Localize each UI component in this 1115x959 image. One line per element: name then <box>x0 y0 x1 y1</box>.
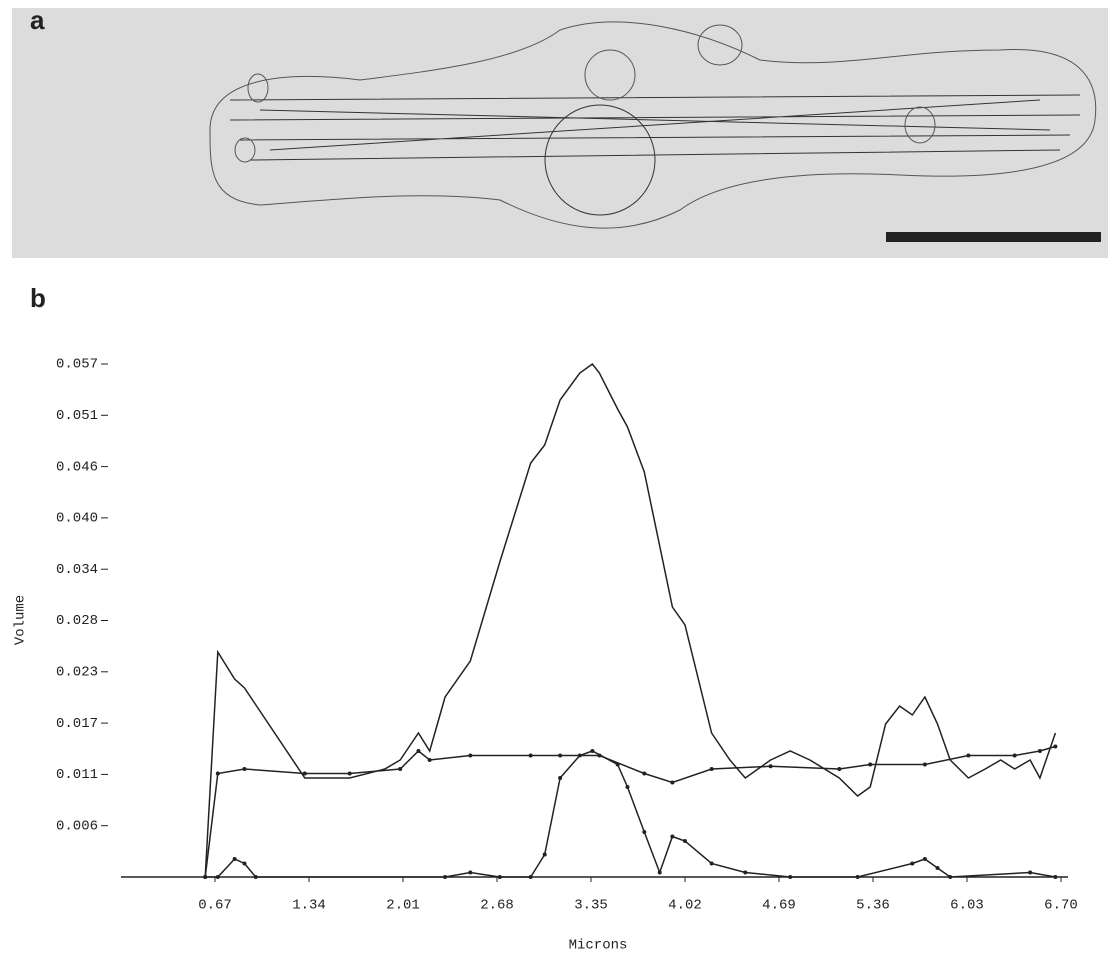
data-point <box>215 771 220 776</box>
data-point <box>709 861 714 866</box>
y-tick-label: 0.057 <box>56 357 98 373</box>
data-point <box>558 753 563 758</box>
data-point <box>910 861 915 866</box>
x-tick-label: 5.36 <box>856 898 890 914</box>
x-tick-label: 6.70 <box>1044 898 1078 914</box>
data-point <box>966 753 971 758</box>
data-point <box>1053 744 1058 749</box>
data-point <box>868 762 873 767</box>
data-point <box>443 875 448 879</box>
data-point <box>577 753 582 758</box>
x-tick-label: 2.01 <box>386 898 420 914</box>
data-point <box>347 771 352 776</box>
data-line <box>204 745 1056 878</box>
data-line <box>204 362 1057 878</box>
data-point <box>528 753 533 758</box>
data-point <box>615 762 620 767</box>
x-tick-label: 2.68 <box>480 898 514 914</box>
data-point <box>242 767 247 771</box>
data-point <box>682 839 687 843</box>
data-point <box>948 875 953 879</box>
panel-label: b <box>30 283 46 313</box>
data-line <box>205 750 1056 878</box>
data-point <box>642 830 647 834</box>
data-point <box>935 866 940 870</box>
data-point <box>215 875 220 879</box>
data-point <box>1028 870 1033 875</box>
reconstruction <box>209 21 1097 229</box>
scale-bar <box>886 232 1101 242</box>
x-tick-label: 4.02 <box>668 898 702 914</box>
data-point <box>1012 753 1017 758</box>
micrograph <box>12 8 1108 258</box>
x-tick-label: 0.67 <box>198 898 232 914</box>
data-point <box>642 771 647 776</box>
data-point <box>398 767 403 771</box>
data-point <box>625 785 630 789</box>
x-tick-label: 4.69 <box>762 898 796 914</box>
y-tick-label: 0.023 <box>56 665 98 681</box>
data-point <box>302 771 307 776</box>
x-tick-label: 1.34 <box>292 898 326 914</box>
data-point <box>427 758 432 762</box>
data-point <box>468 753 473 758</box>
data-point <box>709 767 714 771</box>
y-tick-label: 0.040 <box>56 511 98 527</box>
data-point <box>657 870 662 875</box>
data-point <box>232 857 237 861</box>
data-point <box>253 875 258 879</box>
data-point <box>542 852 547 857</box>
y-tick-label: 0.046 <box>56 459 98 475</box>
y-tick-label: 0.011 <box>56 767 98 783</box>
panel-label: a <box>30 5 45 35</box>
data-point <box>837 767 842 771</box>
data-point <box>590 749 595 753</box>
y-tick-label: 0.034 <box>56 562 98 578</box>
data-point <box>743 870 748 875</box>
y-axis-label: Volume <box>13 595 29 645</box>
data-point <box>670 834 675 839</box>
data-point <box>788 875 793 879</box>
data-point <box>203 875 208 879</box>
data-point <box>528 875 533 879</box>
data-point <box>1037 749 1042 753</box>
data-point <box>416 749 421 753</box>
y-tick-label: 0.051 <box>56 408 98 424</box>
data-point <box>855 875 860 879</box>
data-point <box>1053 875 1058 879</box>
x-axis-label: Microns <box>569 938 628 954</box>
y-tick-label: 0.028 <box>56 613 98 629</box>
data-point <box>922 762 927 767</box>
data-point <box>768 764 773 769</box>
y-tick-label: 0.006 <box>56 818 98 834</box>
x-tick-label: 3.35 <box>574 898 608 914</box>
data-point <box>468 870 473 875</box>
data-point <box>242 861 247 866</box>
data-point <box>922 857 927 861</box>
data-point <box>670 780 675 785</box>
data-point <box>558 776 563 780</box>
y-tick-label: 0.017 <box>56 716 98 732</box>
data-point <box>497 875 502 879</box>
x-tick-label: 6.03 <box>950 898 984 914</box>
